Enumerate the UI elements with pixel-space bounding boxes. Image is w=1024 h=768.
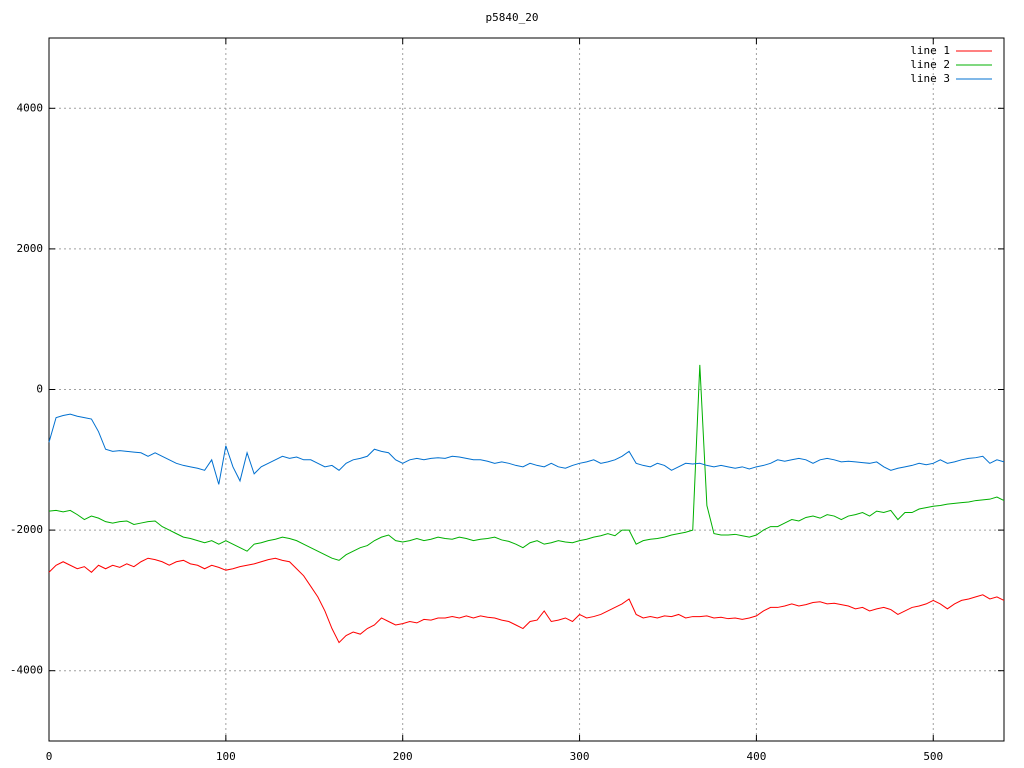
y-tick-label: -4000 (10, 664, 43, 677)
x-tick-label: 500 (923, 750, 943, 763)
legend-label: line 1 (910, 44, 950, 57)
y-tick-label: 0 (36, 383, 43, 396)
x-tick-label: 200 (393, 750, 413, 763)
legend-label: line 3 (910, 72, 950, 85)
legend-label: line 2 (910, 58, 950, 71)
x-tick-label: 0 (46, 750, 53, 763)
plot-border (48, 37, 1005, 742)
data-line (48, 413, 1005, 485)
x-tick-label: 300 (570, 750, 590, 763)
chart-title: p5840_20 (486, 11, 539, 24)
data-line (48, 364, 1005, 561)
y-tick-label: 4000 (17, 101, 44, 114)
x-tick-label: 400 (746, 750, 766, 763)
data-line (48, 557, 1005, 644)
y-tick-label: 2000 (17, 242, 44, 255)
y-tick-label: -2000 (10, 523, 43, 536)
x-tick-label: 100 (216, 750, 236, 763)
